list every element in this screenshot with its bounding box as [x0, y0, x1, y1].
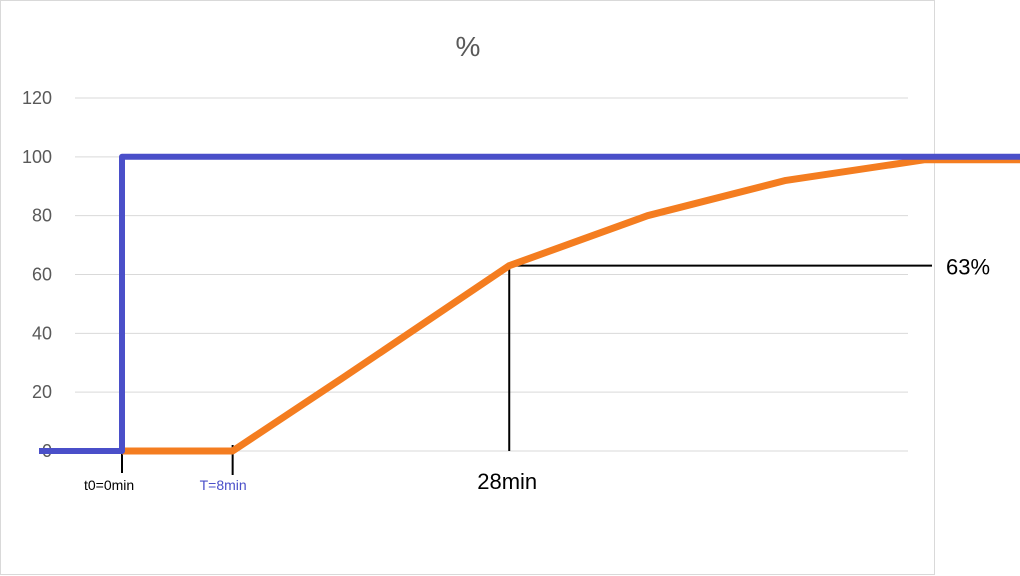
- annotation-dead-time-label: T=8min: [200, 477, 247, 493]
- annotation-28min-label: 28min: [477, 469, 537, 494]
- chart-border: [0, 0, 935, 575]
- y-tick-label-80: 80: [32, 206, 52, 226]
- y-tick-label-20: 20: [32, 382, 52, 402]
- y-tick-label-100: 100: [22, 147, 52, 167]
- annotation-labels: t0=0min T=8min 28min 63%: [84, 255, 990, 494]
- y-tick-label-120: 120: [22, 88, 52, 108]
- series-lines: [39, 153, 1020, 455]
- annotation-63-percent-label: 63%: [946, 255, 990, 280]
- series-step-input: [39, 153, 1020, 454]
- chart-title: %: [456, 31, 481, 62]
- y-tick-label-60: 60: [32, 265, 52, 285]
- annotation-t0-label: t0=0min: [84, 477, 134, 493]
- y-tick-label-40: 40: [32, 323, 52, 343]
- series-response: [122, 156, 1020, 455]
